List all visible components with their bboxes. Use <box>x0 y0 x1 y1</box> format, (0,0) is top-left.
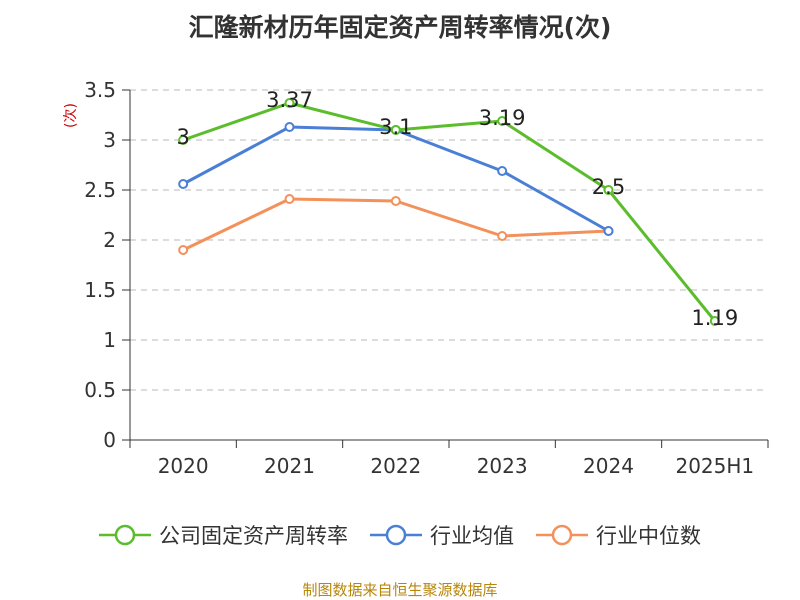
data-point <box>178 135 189 145</box>
data-point <box>178 179 189 189</box>
y-tick-label: 2.5 <box>84 178 116 202</box>
data-point <box>497 116 508 126</box>
data-point <box>497 231 508 241</box>
x-tick-label: 2025H1 <box>675 454 754 478</box>
data-point <box>284 194 295 204</box>
y-tick-label: 0.5 <box>84 378 116 402</box>
data-point <box>709 316 720 326</box>
legend-label: 公司固定资产周转率 <box>159 524 348 548</box>
data-point <box>603 185 614 195</box>
y-tick-label: 0 <box>103 428 116 452</box>
y-tick-label: 1.5 <box>84 278 116 302</box>
source-note: 制图数据来自恒生聚源数据库 <box>302 581 498 599</box>
series-line-2 <box>182 197 609 252</box>
data-label: 2.5 <box>592 175 625 199</box>
x-tick-label: 2023 <box>477 454 528 478</box>
legend-item[interactable]: 行业中位数 <box>536 520 701 550</box>
y-tick-label: 3.5 <box>84 78 116 102</box>
legend-label: 行业均值 <box>430 524 514 548</box>
data-label: 3 <box>176 125 189 149</box>
x-tick-label: 2024 <box>583 454 634 478</box>
data-point <box>284 122 295 132</box>
y-tick-label: 1 <box>103 328 116 352</box>
x-tick-label: 2021 <box>264 454 315 478</box>
data-label: 3.1 <box>379 115 412 139</box>
y-tick-label: 2 <box>103 228 116 252</box>
data-label: 3.37 <box>266 88 313 112</box>
chart-legend: 公司固定资产周转率 行业均值 行业中位数 <box>0 520 800 550</box>
legend-item[interactable]: 公司固定资产周转率 <box>99 520 348 550</box>
data-point <box>390 196 401 206</box>
data-label: 3.19 <box>479 106 526 130</box>
legend-line-marker-icon <box>99 524 151 546</box>
data-label: 1.19 <box>691 306 738 330</box>
series-line-1 <box>182 125 610 233</box>
data-point <box>390 125 401 135</box>
legend-item[interactable]: 行业均值 <box>370 520 514 550</box>
legend-label: 行业中位数 <box>596 524 701 548</box>
data-point <box>603 226 614 236</box>
y-tick-label: 3 <box>103 128 116 152</box>
legend-line-marker-icon <box>370 524 422 546</box>
legend-line-marker-icon <box>536 524 588 546</box>
data-point <box>497 166 508 176</box>
data-point <box>284 98 295 108</box>
series-line-0 <box>182 101 716 322</box>
data-point <box>178 245 189 255</box>
x-tick-label: 2022 <box>370 454 421 478</box>
chart-title: 汇隆新材历年固定资产周转率情况(次) <box>188 13 612 42</box>
x-tick-label: 2020 <box>158 454 209 478</box>
